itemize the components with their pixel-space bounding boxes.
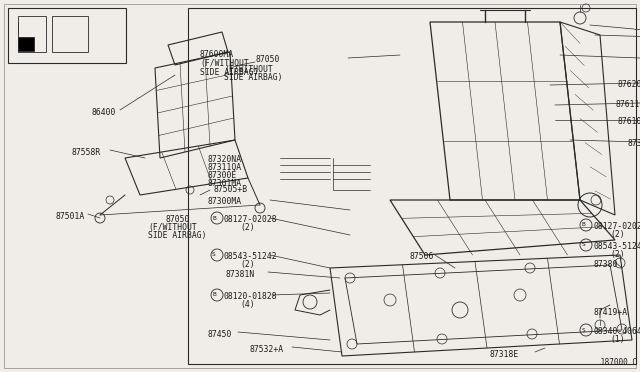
Text: SIDE AIRBAG): SIDE AIRBAG) xyxy=(224,73,282,82)
Text: 87300MA: 87300MA xyxy=(208,197,242,206)
Text: 87050: 87050 xyxy=(255,55,280,64)
Bar xyxy=(188,8,636,364)
Text: B: B xyxy=(212,215,216,221)
Text: 87050: 87050 xyxy=(165,215,189,224)
Text: 87620PA: 87620PA xyxy=(618,80,640,89)
Text: (4): (4) xyxy=(240,300,255,309)
Text: B: B xyxy=(212,292,216,298)
Text: 87380: 87380 xyxy=(594,260,618,269)
Text: 87311QA: 87311QA xyxy=(208,163,242,172)
Text: 87419+A: 87419+A xyxy=(594,308,628,317)
Text: B: B xyxy=(581,222,585,228)
Text: 08543-51242: 08543-51242 xyxy=(224,252,278,261)
Text: (2): (2) xyxy=(610,250,625,259)
Bar xyxy=(52,16,88,52)
Text: 08543-51242: 08543-51242 xyxy=(594,242,640,251)
Text: SIDE AIRBAG): SIDE AIRBAG) xyxy=(148,231,207,240)
Text: (2): (2) xyxy=(240,260,255,269)
Text: S: S xyxy=(581,243,585,247)
Text: 86400: 86400 xyxy=(92,108,116,117)
Bar xyxy=(8,8,126,63)
Text: 87506: 87506 xyxy=(410,252,435,261)
Text: 87301MA: 87301MA xyxy=(208,179,242,188)
Text: 87450: 87450 xyxy=(208,330,232,339)
Text: 87501A: 87501A xyxy=(55,212,84,221)
Text: (F/WITHOUT: (F/WITHOUT xyxy=(200,59,249,68)
Text: 08120-01828: 08120-01828 xyxy=(224,292,278,301)
Text: 87300E: 87300E xyxy=(208,171,237,180)
Text: 08127-02028: 08127-02028 xyxy=(224,215,278,224)
Text: 87381N: 87381N xyxy=(225,270,254,279)
Text: (F/WITHOUT: (F/WITHOUT xyxy=(224,65,273,74)
Text: (2): (2) xyxy=(610,230,625,239)
Text: 87532+A: 87532+A xyxy=(250,345,284,354)
Text: (F/WITHOUT: (F/WITHOUT xyxy=(148,223,196,232)
Text: 08127-02028: 08127-02028 xyxy=(594,222,640,231)
Text: (2): (2) xyxy=(240,223,255,232)
Text: 87318E: 87318E xyxy=(490,350,519,359)
Text: 876110A: 876110A xyxy=(615,100,640,109)
Text: 87558R: 87558R xyxy=(72,148,101,157)
Text: SIDE AIRBAG): SIDE AIRBAG) xyxy=(200,68,259,77)
Text: 87300E-C: 87300E-C xyxy=(628,139,640,148)
Bar xyxy=(18,16,46,52)
Text: J87000 C: J87000 C xyxy=(600,358,637,367)
Text: (1): (1) xyxy=(610,335,625,344)
Text: 87600MA: 87600MA xyxy=(200,50,234,59)
Text: 87610M: 87610M xyxy=(618,117,640,126)
Text: 87505+B: 87505+B xyxy=(214,185,248,194)
Text: 08340-40642: 08340-40642 xyxy=(594,327,640,336)
Bar xyxy=(18,37,34,51)
Text: S: S xyxy=(212,253,216,257)
Text: S: S xyxy=(581,327,585,333)
Text: 87320NA: 87320NA xyxy=(208,155,242,164)
